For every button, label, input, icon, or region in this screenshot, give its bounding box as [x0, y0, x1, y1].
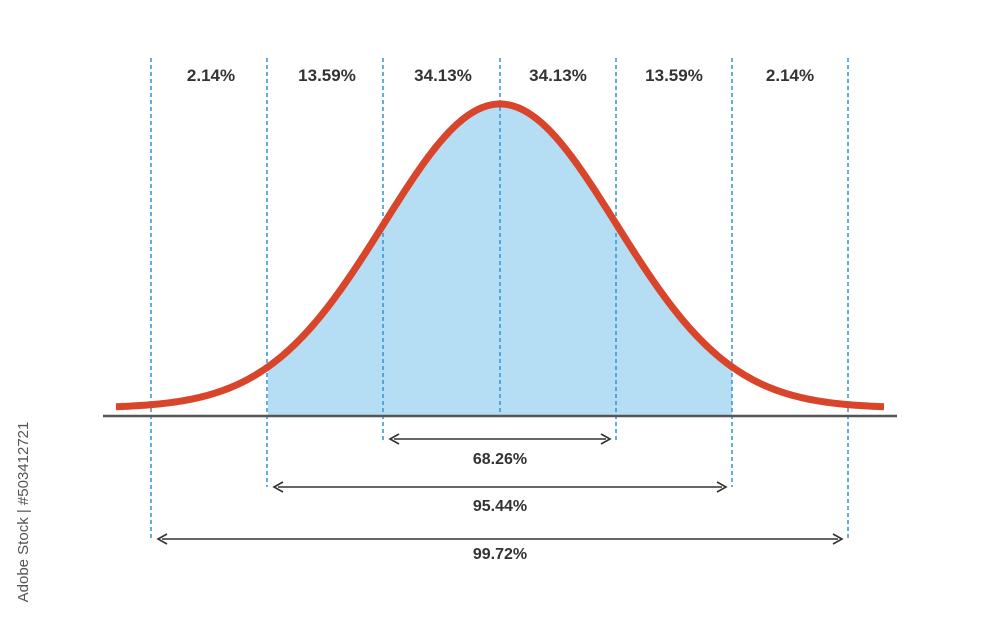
range-label-2sigma: 95.44%: [473, 498, 527, 515]
segment-label-minus1: 34.13%: [414, 66, 472, 85]
segment-labels: 2.14% 13.59% 34.13% 34.13% 13.59% 2.14%: [187, 66, 814, 85]
segment-label-plus2: 13.59%: [645, 66, 703, 85]
range-arrow-3sigma: [156, 533, 844, 545]
segment-label-minus3: 2.14%: [187, 66, 235, 85]
segment-label-plus3: 2.14%: [766, 66, 814, 85]
bell-curve: [115, 100, 885, 411]
range-arrow-2sigma: [272, 481, 728, 493]
range-label-3sigma: 99.72%: [473, 546, 527, 563]
range-label-1sigma: 68.26%: [473, 451, 527, 468]
range-arrow-1sigma: [388, 433, 612, 445]
stock-watermark: Adobe Stock | #503412721: [15, 422, 32, 603]
segment-label-plus1: 34.13%: [529, 66, 587, 85]
segment-label-minus2: 13.59%: [298, 66, 356, 85]
range-arrows: [156, 433, 844, 545]
